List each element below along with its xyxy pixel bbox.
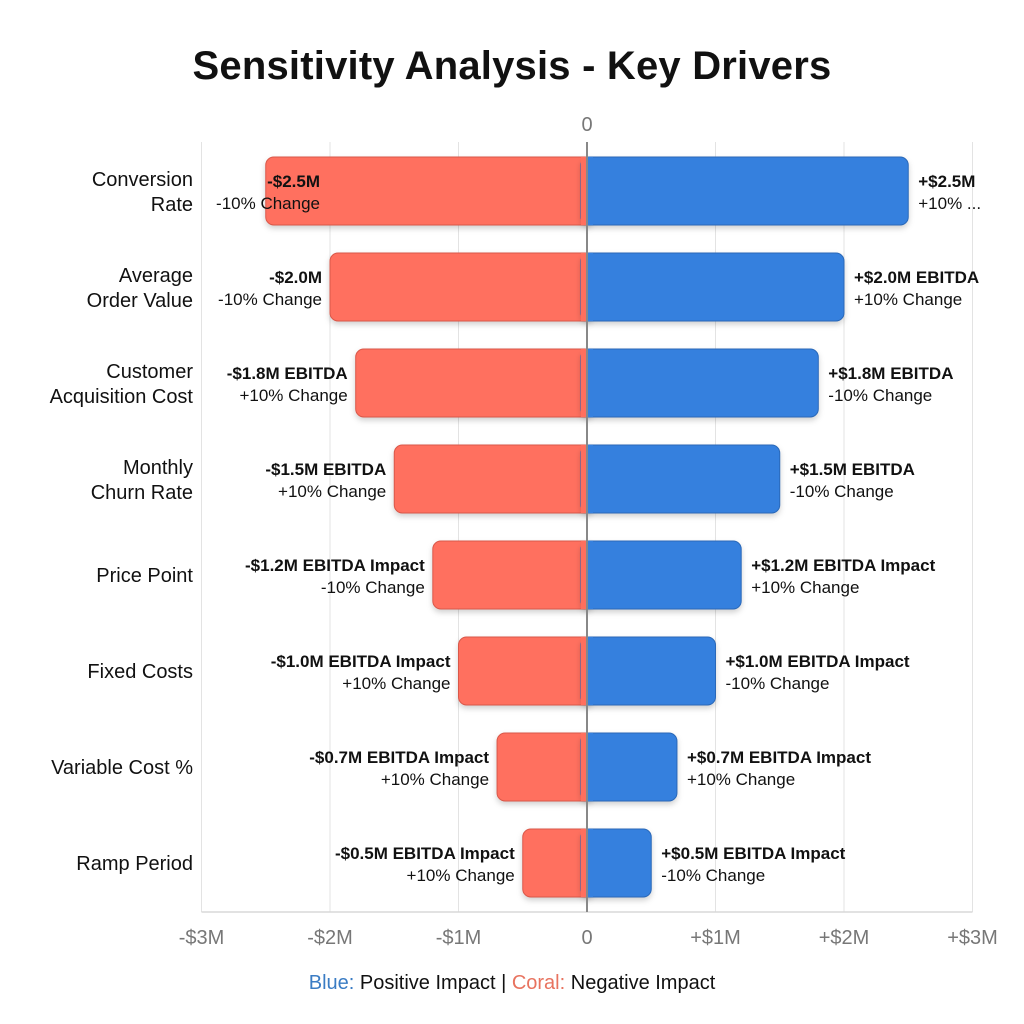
- legend-coral-text: Negative Impact: [570, 972, 716, 994]
- data-label-negative: -$2.5M: [267, 172, 320, 191]
- data-sublabel-positive: +10% ...: [918, 194, 981, 213]
- data-sublabel-negative: -10% Change: [216, 194, 320, 213]
- data-label-positive: +$1.8M EBITDA: [828, 364, 953, 383]
- category-label: Fixed Costs: [87, 661, 193, 683]
- data-label-positive: +$0.7M EBITDA Impact: [687, 748, 871, 767]
- data-label-negative: -$1.2M EBITDA Impact: [245, 556, 425, 575]
- bar-negative: [393, 444, 594, 514]
- data-sublabel-negative: -10% Change: [321, 578, 425, 597]
- category-label: Conversion: [92, 169, 193, 191]
- legend-separator: |: [501, 972, 507, 994]
- category-label: Customer: [106, 361, 193, 383]
- bar-positive: [580, 444, 781, 514]
- data-sublabel-positive: -10% Change: [790, 482, 894, 501]
- bar-negative-join: [581, 541, 587, 609]
- legend: Blue: Positive Impact | Coral: Negative …: [0, 972, 1024, 995]
- data-sublabel-negative: -10% Change: [218, 290, 322, 309]
- bar-negative: [458, 636, 594, 706]
- data-sublabel-negative: +10% Change: [407, 866, 515, 885]
- bar-negative-join: [581, 637, 587, 705]
- category-label: Churn Rate: [91, 482, 193, 504]
- data-label-negative: -$1.5M EBITDA: [265, 460, 386, 479]
- bar-negative-join: [581, 253, 587, 321]
- data-label-positive: +$0.5M EBITDA Impact: [661, 844, 845, 863]
- data-sublabel-positive: +10% Change: [687, 770, 795, 789]
- category-label: Variable Cost %: [51, 757, 193, 779]
- bar-positive: [580, 348, 819, 418]
- data-label-positive: +$1.5M EBITDA: [790, 460, 915, 479]
- bar-positive: [580, 156, 909, 226]
- x-tick-label: -$2M: [307, 927, 353, 949]
- data-sublabel-positive: -10% Change: [661, 866, 765, 885]
- data-label-positive: +$2.5M: [918, 172, 975, 191]
- bar-positive: [580, 732, 678, 802]
- bar-negative: [265, 156, 594, 226]
- x-tick-label: -$3M: [179, 927, 225, 949]
- bar-positive: [580, 252, 845, 322]
- category-label: Monthly: [123, 457, 193, 479]
- data-label-negative: -$2.0M: [269, 268, 322, 287]
- chart-title: Sensitivity Analysis - Key Drivers: [192, 44, 832, 88]
- data-label-negative: -$1.0M EBITDA Impact: [271, 652, 451, 671]
- data-sublabel-positive: +10% Change: [854, 290, 962, 309]
- bar-negative-join: [581, 157, 587, 225]
- bar-negative-join: [581, 733, 587, 801]
- category-label: Acquisition Cost: [50, 386, 194, 408]
- data-label-positive: +$2.0M EBITDA: [854, 268, 979, 287]
- data-label-negative: -$0.7M EBITDA Impact: [309, 748, 489, 767]
- bar-negative: [329, 252, 594, 322]
- bar-negative-join: [581, 445, 587, 513]
- x-tick-label: -$1M: [436, 927, 482, 949]
- bar-negative: [355, 348, 594, 418]
- bar-negative: [432, 540, 594, 610]
- category-label: Ramp Period: [76, 853, 193, 875]
- data-sublabel-positive: -10% Change: [726, 674, 830, 693]
- bar-negative-join: [581, 829, 587, 897]
- data-sublabel-negative: +10% Change: [278, 482, 386, 501]
- data-sublabel-negative: +10% Change: [381, 770, 489, 789]
- bar-negative: [496, 732, 594, 802]
- category-label: Rate: [151, 194, 193, 216]
- data-label-negative: -$1.8M EBITDA: [227, 364, 348, 383]
- bar-positive: [580, 540, 742, 610]
- bar-negative-join: [581, 349, 587, 417]
- data-sublabel-negative: +10% Change: [342, 674, 450, 693]
- category-label: Order Value: [87, 290, 193, 312]
- top-axis-label: 0: [581, 114, 592, 136]
- x-tick-label: +$1M: [690, 927, 741, 949]
- bar-positive: [580, 636, 716, 706]
- x-tick-label: +$2M: [819, 927, 870, 949]
- data-sublabel-negative: +10% Change: [239, 386, 347, 405]
- data-label-positive: +$1.0M EBITDA Impact: [726, 652, 910, 671]
- legend-coral-key: Coral:: [511, 972, 566, 994]
- data-label-negative: -$0.5M EBITDA Impact: [335, 844, 515, 863]
- data-sublabel-positive: -10% Change: [828, 386, 932, 405]
- data-label-positive: +$1.2M EBITDA Impact: [751, 556, 935, 575]
- x-tick-label: 0: [581, 927, 592, 949]
- category-label: Price Point: [96, 565, 193, 587]
- x-tick-label: +$3M: [947, 927, 998, 949]
- legend-blue-text: Positive Impact: [359, 972, 496, 994]
- data-sublabel-positive: +10% Change: [751, 578, 859, 597]
- legend-blue-key: Blue:: [308, 972, 355, 994]
- category-label: Average: [119, 265, 193, 287]
